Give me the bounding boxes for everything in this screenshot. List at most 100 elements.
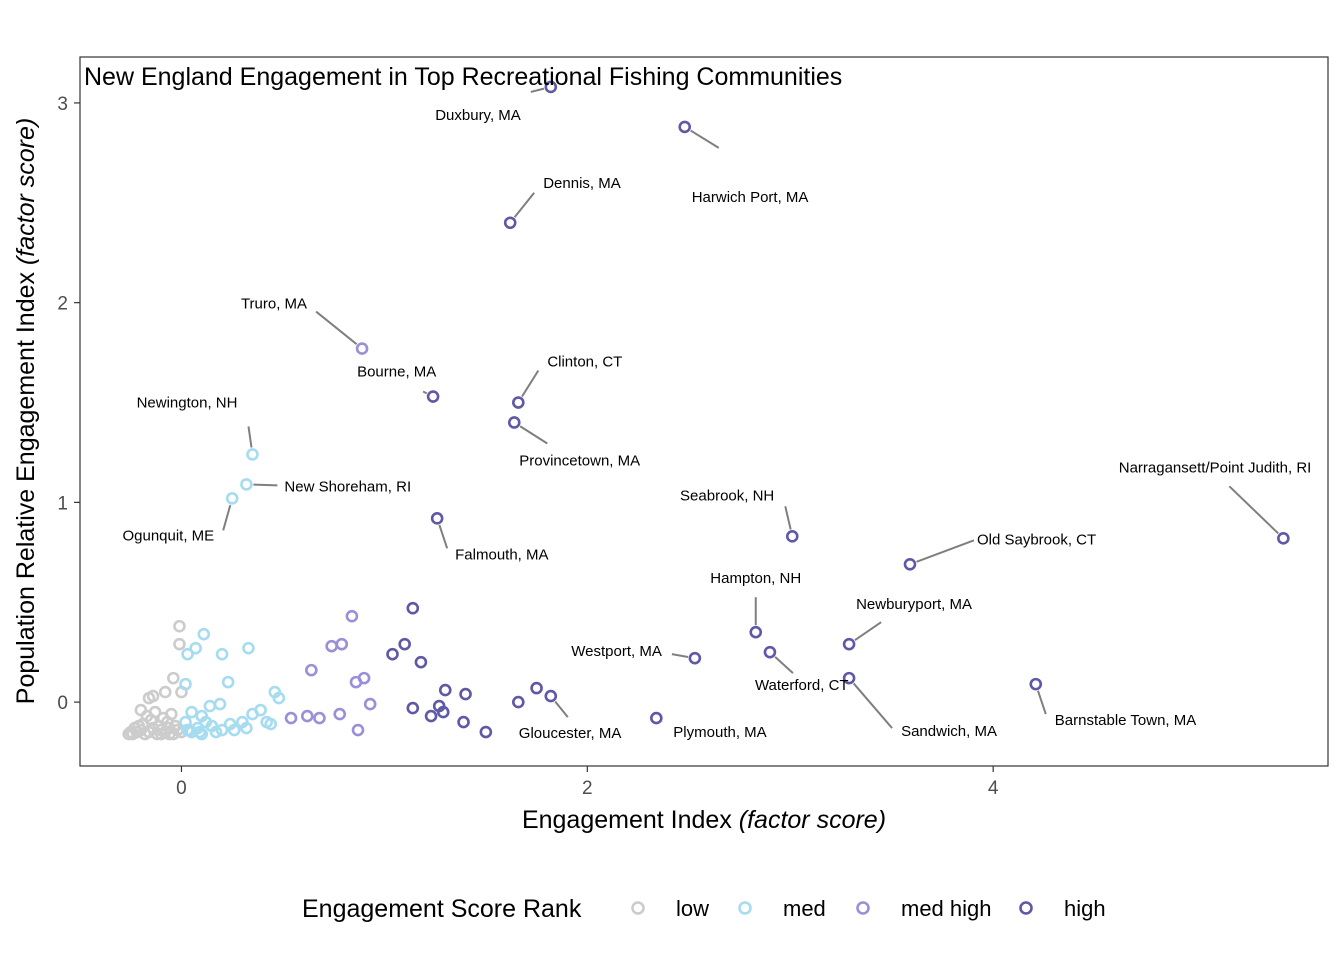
point-label: Ogunquit, ME <box>122 527 214 544</box>
point-high <box>842 671 856 685</box>
point-label: Bourne, MA <box>357 364 436 381</box>
point-high <box>430 512 444 525</box>
point-label: Newburyport, MA <box>856 596 972 613</box>
legend-title: Engagement Score Rank <box>302 895 582 923</box>
point-med <box>197 627 211 641</box>
point-high <box>544 689 558 703</box>
point-high <box>688 651 702 665</box>
point-low <box>154 727 168 741</box>
point-label: Barnstable Town, MA <box>1055 712 1196 729</box>
point-medhigh <box>333 707 347 721</box>
y-tick-label: 0 <box>57 693 68 714</box>
point-med <box>225 492 239 505</box>
point-high <box>406 601 420 615</box>
point-high <box>512 396 525 409</box>
point-high <box>438 683 452 697</box>
label-connectors <box>222 87 1280 729</box>
label-connector <box>530 87 545 93</box>
x-axis-title-main: Engagement Index <box>522 806 732 834</box>
point-label: Harwich Port, MA <box>692 189 809 206</box>
point-low <box>173 637 186 651</box>
legend-label-medhigh: med high <box>901 896 992 921</box>
label-connector <box>422 390 428 395</box>
point-medhigh <box>305 663 318 677</box>
point-medhigh <box>335 637 349 651</box>
x-tick-label: 4 <box>988 778 999 799</box>
point-label: Hampton, NH <box>710 570 801 587</box>
label-connector <box>774 656 794 674</box>
point-high <box>398 637 411 651</box>
label-connector <box>852 682 893 729</box>
label-connector <box>253 483 278 487</box>
legend-key-high <box>1019 901 1033 915</box>
point-medhigh <box>345 609 359 623</box>
point-high <box>503 216 517 230</box>
x-axis-title-italic: (factor score) <box>739 806 886 834</box>
point-label: New Shoreham, RI <box>284 478 411 495</box>
point-medhigh <box>355 342 369 355</box>
point-high <box>903 557 917 571</box>
point-high <box>512 695 525 709</box>
point-med <box>209 725 223 739</box>
legend-label-high: high <box>1064 896 1106 921</box>
point-high <box>459 687 472 701</box>
legend-key-low <box>631 901 645 915</box>
point-med <box>189 641 202 655</box>
point-high <box>1029 677 1043 691</box>
point-medhigh <box>313 711 326 725</box>
y-tick-label: 1 <box>57 493 68 514</box>
label-connector <box>222 504 232 531</box>
label-connector <box>916 539 975 563</box>
point-low <box>173 619 186 633</box>
point-low <box>158 685 172 699</box>
point-label: Waterford, CT <box>755 677 849 694</box>
legend-key-medhigh <box>856 901 870 915</box>
point-med <box>215 647 229 661</box>
point-med <box>195 709 209 723</box>
label-connector <box>784 506 792 530</box>
point-high <box>507 416 521 429</box>
chart-title: New England Engagement in Top Recreation… <box>84 63 842 91</box>
point-med <box>221 675 235 689</box>
x-tick-label: 2 <box>582 778 593 799</box>
point-high <box>678 120 692 134</box>
point-high <box>414 655 428 669</box>
legend-label-low: low <box>676 896 709 921</box>
point-label: Provincetown, MA <box>519 452 640 469</box>
axis-ticks: 0 2 4 0 1 2 3 <box>57 94 998 799</box>
point-low <box>124 725 138 739</box>
point-high <box>424 709 438 723</box>
point-high <box>457 715 470 729</box>
point-med <box>185 705 198 719</box>
point-medhigh <box>357 671 371 685</box>
point-low <box>167 671 180 685</box>
point-low <box>165 707 178 721</box>
point-label: Plymouth, MA <box>673 724 766 741</box>
point-label: Westport, MA <box>571 643 662 660</box>
label-connector <box>247 426 253 448</box>
label-connector <box>671 653 689 658</box>
point-medhigh <box>351 723 365 737</box>
label-connector <box>438 524 449 549</box>
point-label: Duxbury, MA <box>435 107 521 124</box>
point-high <box>436 705 450 719</box>
point-medhigh <box>363 697 377 711</box>
point-high <box>479 725 493 739</box>
point-low <box>122 727 136 741</box>
point-med <box>264 717 278 731</box>
point-high <box>530 681 543 695</box>
point-low <box>148 705 162 719</box>
point-med <box>240 478 253 491</box>
point-med <box>195 727 209 741</box>
point-med <box>242 641 255 655</box>
label-connector <box>854 621 882 642</box>
plot-panel <box>79 56 1329 767</box>
point-label: Sandwich, MA <box>901 723 997 740</box>
legend-label-med: med <box>783 896 826 921</box>
point-label: Narragansett/Point Judith, RI <box>1119 459 1312 476</box>
label-connector <box>513 192 535 218</box>
point-high <box>785 530 799 543</box>
point-high <box>763 645 777 659</box>
point-label: Old Saybrook, CT <box>977 531 1096 548</box>
point-low <box>132 719 146 733</box>
